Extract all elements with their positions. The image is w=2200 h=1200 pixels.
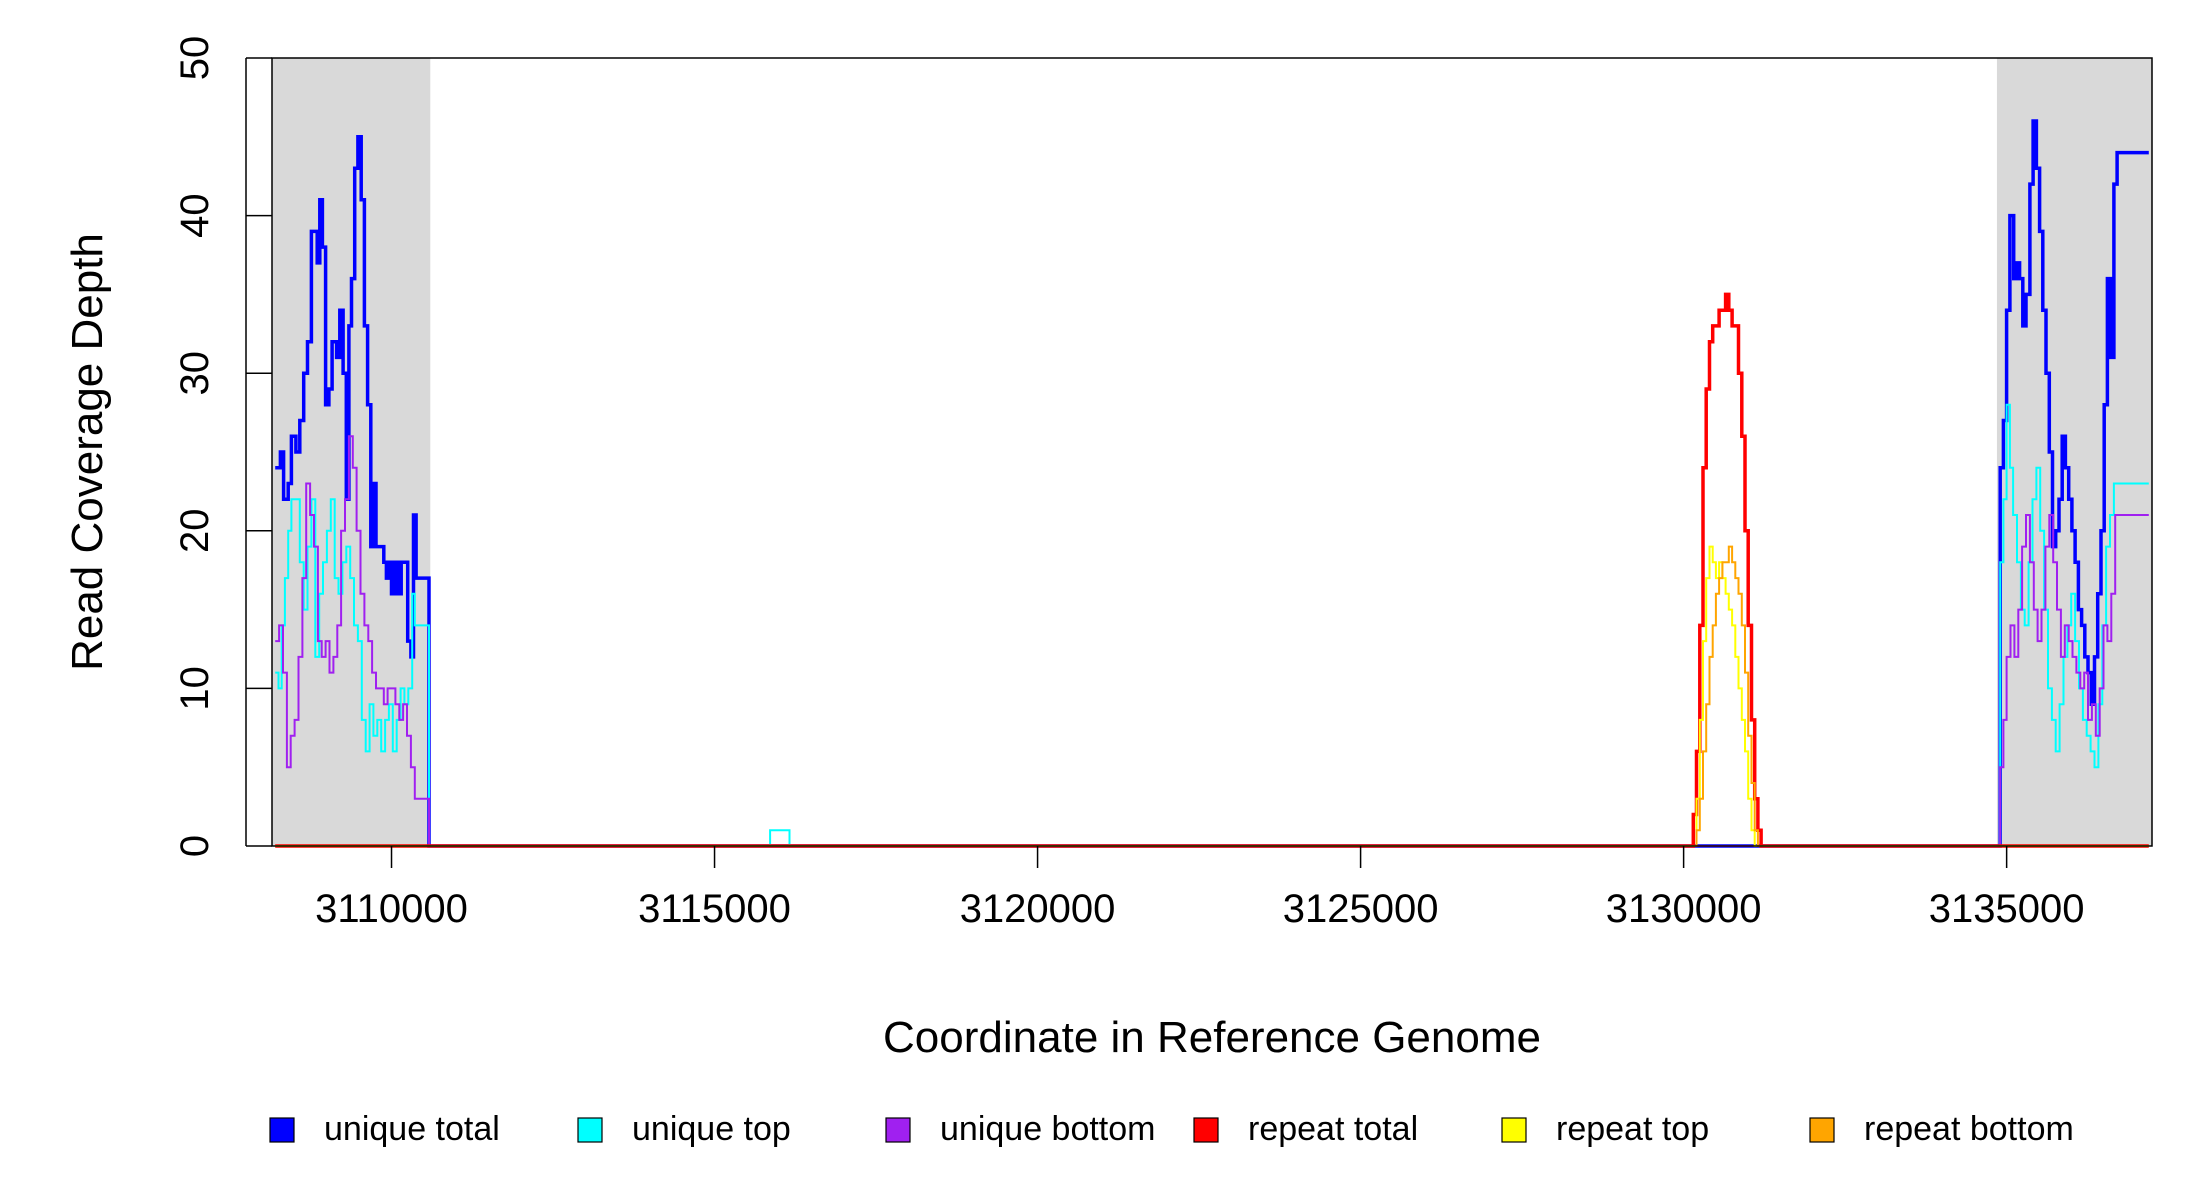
legend-label: repeat bottom: [1864, 1110, 2074, 1148]
legend-swatch: [1193, 1117, 1219, 1143]
legend-label: unique bottom: [940, 1110, 1156, 1148]
y-tick-label: 50: [173, 36, 217, 81]
y-axis: 0 10 20 30 40 50: [173, 36, 272, 857]
y-axis-title: Read Coverage Depth: [63, 233, 112, 671]
legend-swatch: [1809, 1117, 1835, 1143]
x-axis: 3110000 3115000 3120000 3125000 3130000 31350…: [315, 846, 2085, 931]
series-line-repeat-top: [275, 545, 2149, 847]
legend-swatch: [885, 1117, 911, 1143]
x-tick-label: 3120000: [960, 887, 1116, 931]
series-line-unique-top: [275, 403, 2149, 847]
x-tick-label: 3110000: [315, 887, 468, 931]
legend-swatch: [269, 1117, 295, 1143]
y-tick-label: 30: [173, 351, 217, 396]
series-lines: [275, 119, 2149, 848]
y-tick-label: 10: [173, 666, 217, 711]
series-line-unique-total: [275, 119, 2149, 848]
x-axis-title: Coordinate in Reference Genome: [883, 1013, 1541, 1062]
x-tick-label: 3135000: [1929, 887, 2085, 931]
x-tick-label: 3125000: [1283, 887, 1439, 931]
x-tick-label: 3130000: [1606, 887, 1762, 931]
series-line-unique-bottom: [275, 435, 2149, 847]
legend-label: repeat top: [1556, 1110, 1709, 1148]
legend-label: repeat total: [1248, 1110, 1418, 1148]
shaded-region-2: [1996, 58, 2152, 846]
y-tick-label: 20: [173, 509, 217, 554]
x-tick-label: 3115000: [638, 887, 791, 931]
legend-swatch: [1501, 1117, 1527, 1143]
shaded-regions: [272, 58, 2152, 846]
y-tick-label: 40: [173, 193, 217, 238]
series-line-repeat-bottom: [275, 545, 2149, 847]
legend-label: unique total: [324, 1110, 500, 1148]
series-line-repeat-total: [275, 292, 2149, 848]
plot-frame: [271, 57, 2153, 847]
legend-swatch: [577, 1117, 603, 1143]
legend-label: unique top: [632, 1110, 791, 1148]
legend: unique total unique top unique bottom repea…: [269, 1110, 2074, 1148]
y-tick-label: 0: [173, 835, 217, 857]
